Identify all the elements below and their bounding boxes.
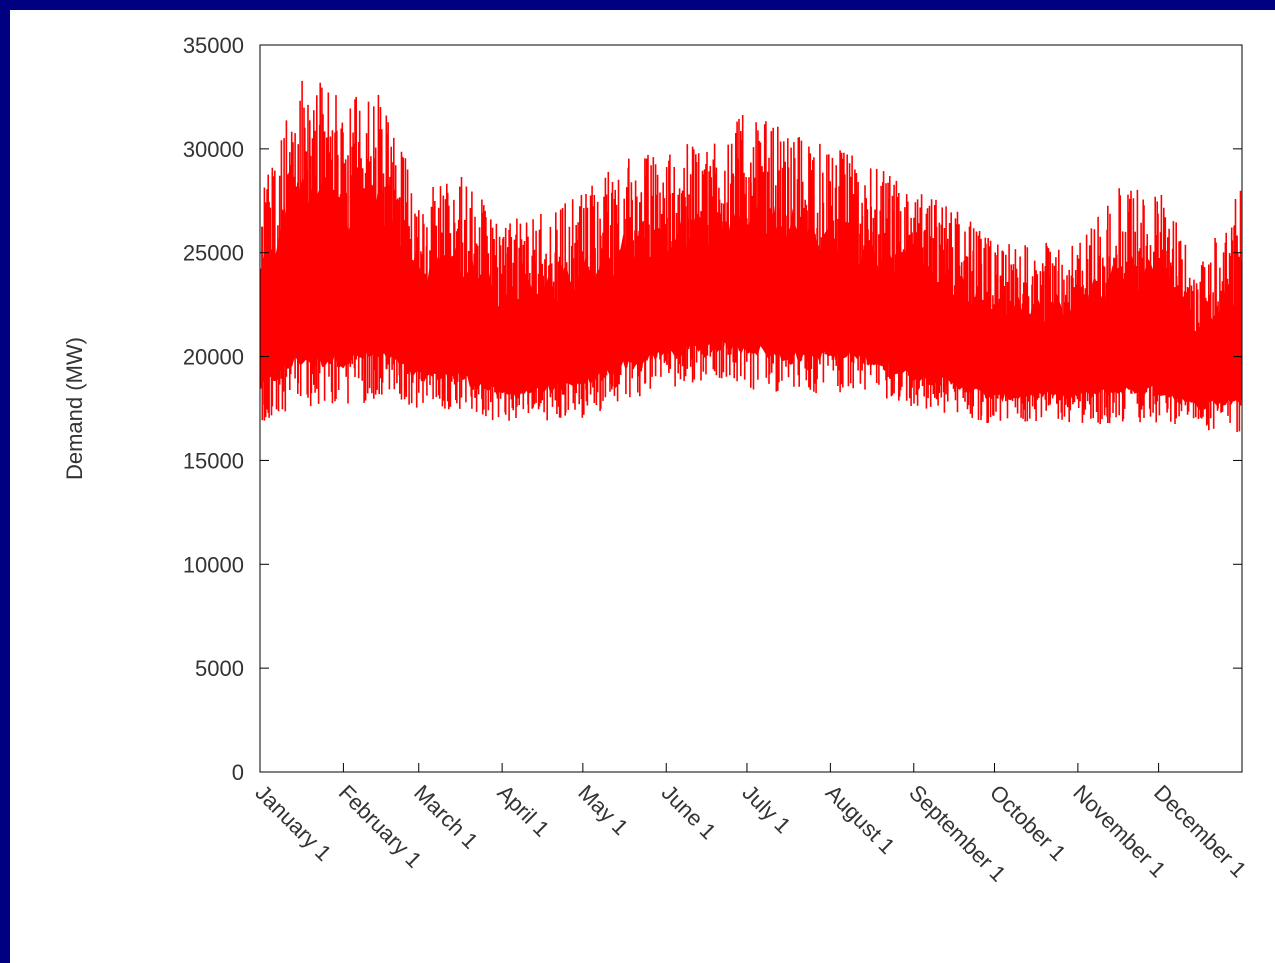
y-tick-label: 10000 xyxy=(183,552,244,577)
plot-border xyxy=(259,44,1243,773)
y-tick-label: 35000 xyxy=(183,33,244,58)
x-tick-label: October 1 xyxy=(985,780,1071,866)
x-tick-label: January 1 xyxy=(250,780,336,866)
series-layer xyxy=(260,80,1243,432)
x-tick-label: July 1 xyxy=(737,780,795,838)
y-tick-label: 15000 xyxy=(183,448,244,473)
demand-chart: 0 5000 10000 15000 20000 25000 30000 35000 Janu… xyxy=(62,33,1251,887)
y-tick-label: 20000 xyxy=(183,345,244,370)
y-tick-label: 5000 xyxy=(195,656,244,681)
x-tick-label: August 1 xyxy=(821,780,900,859)
y-axis: 0 5000 10000 15000 20000 25000 30000 35000 xyxy=(183,33,1242,785)
demand-series-line xyxy=(260,80,1243,432)
y-axis-label: Demand (MW) xyxy=(62,337,87,480)
y-tick-label: 30000 xyxy=(183,137,244,162)
y-tick-label: 0 xyxy=(232,760,244,785)
y-tick-label: 25000 xyxy=(183,241,244,266)
x-tick-label: May 1 xyxy=(573,780,633,840)
x-tick-label: March 1 xyxy=(409,780,483,854)
x-tick-label: June 1 xyxy=(657,780,721,844)
chart-frame: 0 5000 10000 15000 20000 25000 30000 35000 Janu… xyxy=(10,10,1275,963)
x-tick-label: April 1 xyxy=(493,780,555,842)
